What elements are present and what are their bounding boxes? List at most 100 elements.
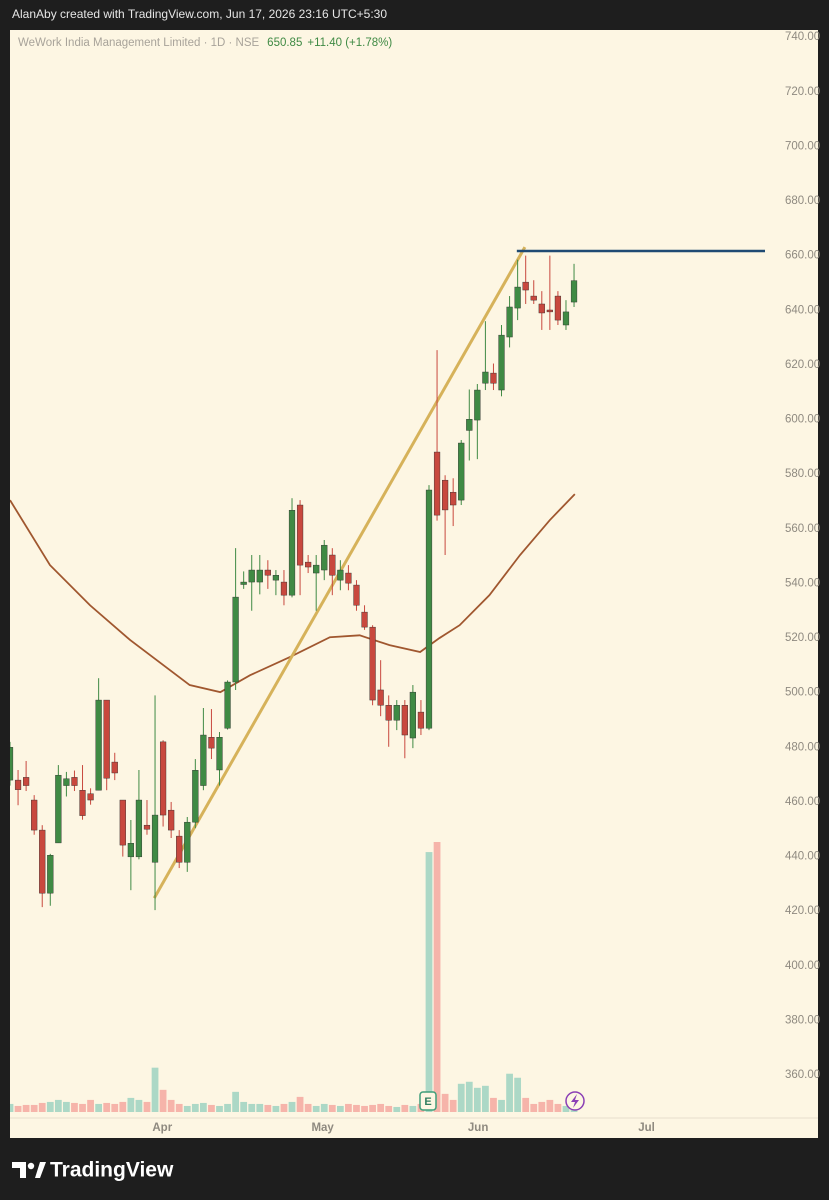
candle-body <box>506 306 513 338</box>
y-tick-label: 380.00 <box>785 1015 820 1027</box>
volume-bar <box>167 1099 175 1112</box>
x-tick-label: May <box>311 1122 334 1134</box>
candle-body <box>264 569 271 576</box>
volume-bar <box>272 1105 280 1112</box>
candle-body <box>369 626 376 701</box>
candle-body <box>87 793 94 801</box>
candle-body <box>143 824 151 830</box>
earnings-label[interactable]: E <box>424 1096 431 1108</box>
candle-body <box>14 779 22 790</box>
volume-bar <box>224 1103 231 1112</box>
volume-bar <box>71 1102 78 1112</box>
y-tick-label: 540.00 <box>785 577 820 589</box>
volume-bar <box>498 1099 505 1112</box>
volume-bar <box>538 1101 546 1112</box>
volume-bar <box>256 1103 264 1112</box>
volume-bar <box>562 1105 570 1112</box>
candle-body <box>79 790 86 816</box>
volume-bar <box>95 1103 103 1112</box>
candle-body <box>305 561 312 568</box>
y-tick-label: 440.00 <box>785 851 820 863</box>
y-tick-label: 420.00 <box>785 905 820 917</box>
volume-bar <box>369 1104 376 1112</box>
candle-body <box>345 572 352 584</box>
volume-bar <box>457 1083 465 1112</box>
volume-bar <box>248 1103 256 1112</box>
volume-bar <box>87 1099 94 1112</box>
volume-bar <box>63 1101 70 1112</box>
event-icon-bolt <box>571 1094 579 1108</box>
volume-bar <box>183 1105 191 1112</box>
candle-body <box>393 705 400 721</box>
volume-bar <box>522 1097 530 1112</box>
candle-body <box>63 778 70 786</box>
candle-body <box>224 681 231 729</box>
candle-body <box>482 371 489 384</box>
candle-body <box>498 334 505 391</box>
volume-bar <box>208 1104 215 1112</box>
volume-bar <box>433 842 441 1112</box>
volume-bar <box>135 1099 143 1112</box>
candle-body <box>55 774 62 844</box>
volume-bar <box>393 1106 401 1112</box>
candle-body <box>10 747 14 781</box>
volume-bar <box>191 1103 199 1112</box>
candle-body <box>296 504 304 566</box>
y-tick-label: 360.00 <box>785 1069 820 1081</box>
candle-body <box>168 809 175 831</box>
volume-bar <box>14 1105 22 1112</box>
volume-bar <box>143 1101 151 1112</box>
candle-body <box>176 835 183 863</box>
candle-body <box>377 689 384 706</box>
volume-bar <box>304 1103 312 1112</box>
y-tick-label: 680.00 <box>785 195 820 207</box>
volume-bar <box>111 1103 119 1112</box>
candle-body <box>562 311 570 326</box>
y-tick-label: 620.00 <box>785 359 820 371</box>
volume-bar <box>54 1099 62 1112</box>
volume-bar <box>30 1104 38 1112</box>
volume-bar <box>46 1101 54 1112</box>
volume-bar <box>425 852 433 1112</box>
volume-bar <box>232 1091 239 1112</box>
brand: TradingView <box>50 1159 174 1182</box>
chart-background <box>10 30 818 1138</box>
candle-body <box>409 691 416 739</box>
candle-body <box>272 575 280 581</box>
volume-bar <box>385 1105 393 1112</box>
candle-body <box>288 510 296 596</box>
candle-body <box>442 479 449 511</box>
y-tick-label: 400.00 <box>785 960 820 972</box>
candle-body <box>208 737 215 749</box>
price-change: +11.40 (+1.78%) <box>307 37 392 49</box>
volume-bar <box>377 1103 385 1112</box>
y-tick-label: 660.00 <box>785 250 820 262</box>
plot <box>10 246 578 1112</box>
y-tick-label: 500.00 <box>785 687 820 699</box>
earnings-badge[interactable] <box>419 1091 437 1111</box>
volume-bar <box>119 1101 127 1112</box>
y-tick-label: 640.00 <box>785 304 820 316</box>
candle-body <box>119 799 126 846</box>
y-tick-label: 560.00 <box>785 523 820 535</box>
candle-body <box>401 705 408 736</box>
volume-bar <box>280 1103 288 1112</box>
symbol: WeWork India Management Limited · 1D · N… <box>18 37 259 49</box>
volume-bar <box>216 1105 223 1112</box>
volume-bar <box>328 1104 336 1112</box>
candle-body <box>127 843 134 858</box>
candle-body <box>458 442 465 501</box>
x-tick-label: Jun <box>468 1122 488 1134</box>
candle-body <box>103 699 110 779</box>
x-tick-label: Apr <box>152 1122 172 1134</box>
candle-body <box>192 770 199 823</box>
volume-bar <box>465 1081 473 1112</box>
candle-body <box>337 569 344 581</box>
volume-bar <box>10 1103 14 1112</box>
volume-bar <box>345 1103 352 1112</box>
candle-body <box>313 564 320 574</box>
candle-body <box>216 737 223 771</box>
volume-bar <box>312 1105 320 1112</box>
volume-bar <box>38 1102 46 1112</box>
